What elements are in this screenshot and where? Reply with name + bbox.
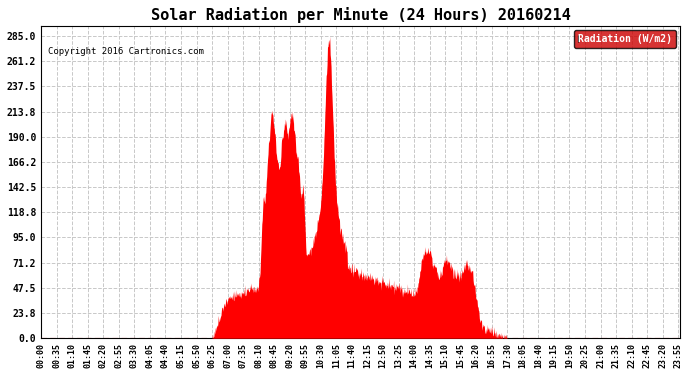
Text: Copyright 2016 Cartronics.com: Copyright 2016 Cartronics.com — [48, 47, 204, 56]
Legend: Radiation (W/m2): Radiation (W/m2) — [574, 30, 676, 48]
Title: Solar Radiation per Minute (24 Hours) 20160214: Solar Radiation per Minute (24 Hours) 20… — [151, 7, 571, 23]
